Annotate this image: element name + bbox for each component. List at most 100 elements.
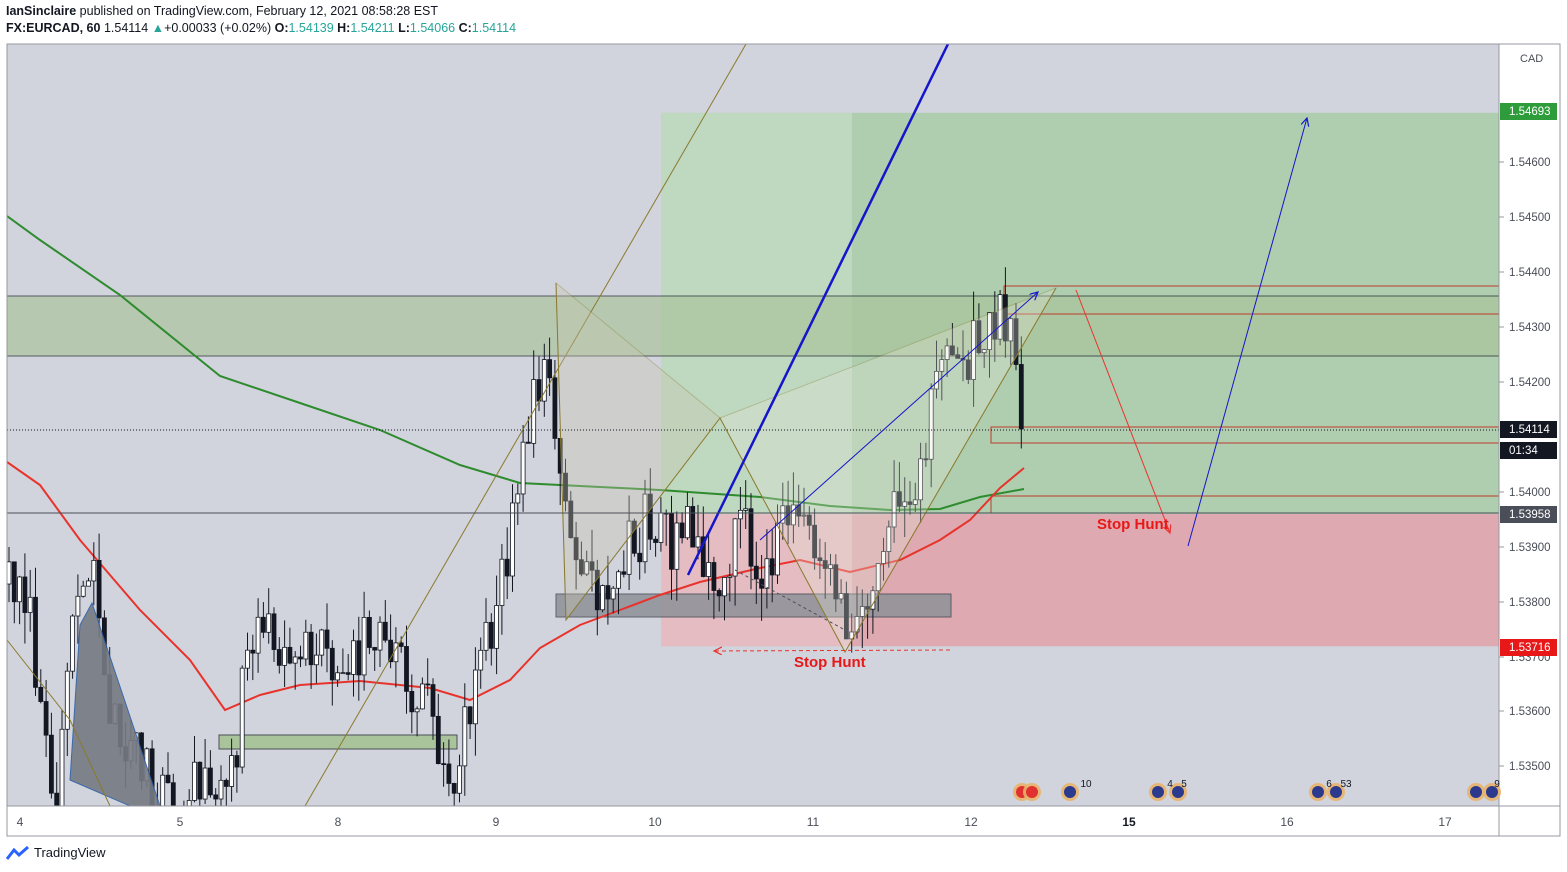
price-tick-label: 1.53900	[1509, 542, 1551, 554]
harmonic-triangle-bcd	[719, 287, 1058, 654]
candle-body	[377, 621, 383, 651]
candle-body	[229, 755, 235, 787]
candle-body	[902, 501, 908, 507]
candles[interactable]	[7, 267, 1024, 849]
price-label-text: 1.54114	[1509, 424, 1550, 436]
candle-body	[266, 613, 272, 633]
candle-body	[22, 576, 28, 613]
candle-body	[610, 587, 616, 600]
candle-body	[504, 558, 510, 577]
symbol-interval: FX:EURCAD, 60	[6, 21, 101, 35]
candle-body	[478, 649, 484, 671]
candle-body	[425, 683, 431, 686]
candle-body	[276, 649, 282, 666]
time-tick-label: 17	[1438, 815, 1452, 829]
candle-body	[642, 493, 648, 563]
candle-body	[1018, 364, 1024, 430]
candle-body	[86, 580, 91, 587]
candle-body	[849, 631, 855, 640]
candle-body	[955, 354, 961, 359]
event-count-label: 53	[1340, 779, 1352, 790]
candle-body	[324, 629, 330, 649]
candle-body	[812, 524, 817, 559]
footer-brand-label: TradingView	[34, 845, 106, 860]
candle-body	[965, 359, 971, 380]
candle-body	[743, 508, 749, 511]
bearish-pattern-triangle	[69, 601, 161, 806]
candle-body	[748, 508, 754, 567]
candle-body	[764, 558, 770, 589]
demand-zone-box[interactable]	[218, 734, 458, 750]
candle-body	[769, 558, 775, 576]
candle-body	[732, 518, 738, 577]
stop-hunt-label-upper: Stop Hunt	[1097, 516, 1169, 533]
time-tick-label: 15	[1122, 815, 1136, 829]
candle-body	[155, 810, 159, 820]
candle-body	[308, 631, 314, 666]
price-label-tag	[1500, 442, 1557, 459]
candle-body	[499, 558, 505, 606]
candle-body	[510, 502, 515, 577]
stop-hunt-dashed-line[interactable]	[714, 650, 951, 651]
event-flag-icon	[1312, 786, 1324, 798]
candle-body	[398, 642, 404, 647]
candle-body	[520, 441, 526, 495]
impulse-trendline[interactable]	[686, 44, 950, 576]
target-arrow[interactable]	[1187, 118, 1307, 547]
candle-body	[616, 571, 621, 589]
candle-body	[414, 708, 420, 713]
author-name[interactable]: IanSinclaire	[6, 4, 77, 18]
candle-body	[658, 512, 664, 543]
candle-body	[356, 640, 362, 676]
candle-body	[329, 647, 335, 681]
resistance-zone[interactable]	[7, 295, 1499, 357]
consolidation-box[interactable]	[555, 593, 952, 618]
candle-body	[292, 656, 298, 664]
candle-body	[91, 559, 97, 582]
candle-body	[907, 501, 913, 505]
event-flag-icon	[1470, 786, 1482, 798]
stop-hunt-arrow[interactable]	[1075, 289, 1170, 533]
candle-body	[653, 538, 658, 543]
candle-body	[775, 522, 780, 576]
stop-zone[interactable]	[661, 514, 1499, 647]
event-flag-icon	[1064, 786, 1076, 798]
open-label: O:	[274, 21, 289, 35]
candle-body	[706, 562, 711, 577]
candle-body	[239, 667, 245, 768]
candle-body	[255, 616, 261, 654]
high-label: H:	[337, 21, 351, 35]
event-count-label: 9	[1494, 779, 1500, 790]
candle-body	[838, 593, 844, 600]
candle-body	[976, 320, 982, 354]
candle-body	[80, 585, 86, 597]
candle-body	[335, 672, 341, 681]
candle-body	[632, 520, 637, 554]
candle-body	[547, 359, 552, 379]
up-arrow-icon: ▲	[151, 21, 165, 35]
candle-body	[27, 596, 33, 613]
currency-label: CAD	[1520, 53, 1543, 65]
candle-body	[981, 349, 987, 354]
projection-arrow[interactable]	[759, 292, 1038, 541]
candle-body	[451, 783, 457, 794]
entry-outline-box[interactable]	[990, 426, 1499, 444]
price-label-text: 1.53716	[1509, 642, 1551, 654]
price-tick-label: 1.54000	[1509, 487, 1551, 499]
candle-body	[234, 755, 240, 768]
candle-body	[817, 557, 823, 561]
footer-brand[interactable]: TradingView	[6, 845, 106, 860]
candle-body	[987, 312, 992, 351]
candle-body	[552, 377, 558, 439]
candle-body	[404, 646, 409, 692]
candle-body	[716, 590, 722, 597]
candle-body	[1008, 318, 1014, 342]
candle-body	[1003, 294, 1008, 342]
price-label-text: 01:34	[1509, 445, 1538, 457]
harmonic-triangle-xab	[555, 281, 721, 622]
price-tick-label: 1.54400	[1509, 267, 1551, 279]
candle-body	[1013, 318, 1019, 365]
candle-body	[944, 345, 950, 360]
last-price: 1.54114	[103, 21, 149, 35]
